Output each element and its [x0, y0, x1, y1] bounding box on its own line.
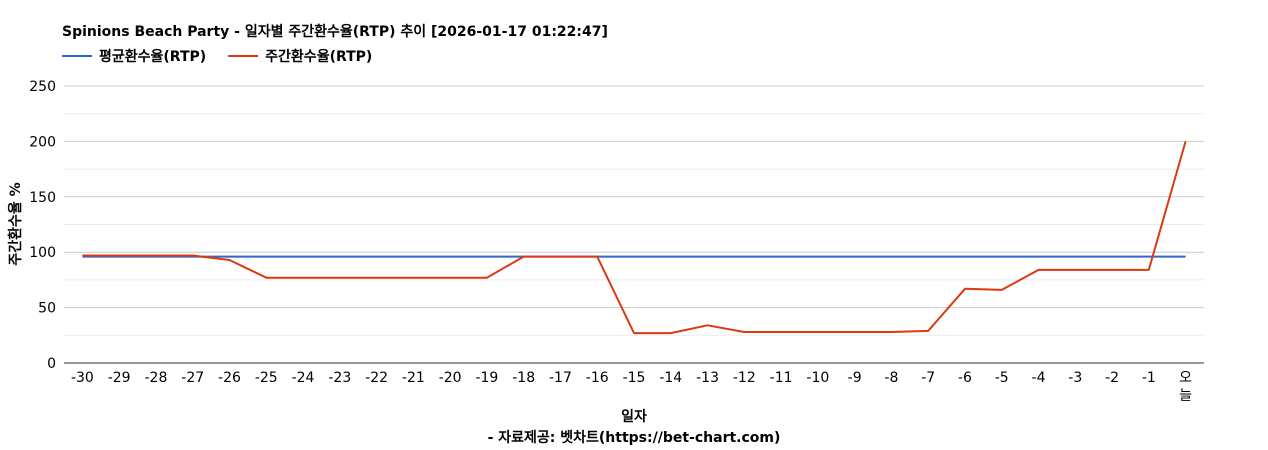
x-tick-label: -28 [144, 370, 167, 386]
x-tick-label: -23 [328, 370, 351, 386]
x-tick-label: -8 [884, 370, 898, 386]
x-tick-label: -14 [659, 370, 682, 386]
x-tick-label: -7 [921, 370, 935, 386]
x-tick-label: -26 [218, 370, 241, 386]
x-tick-label: -6 [958, 370, 972, 386]
x-tick-label: -19 [475, 370, 498, 386]
x-tick-label: -24 [292, 370, 315, 386]
x-tick-label: -30 [71, 370, 94, 386]
gridlines [64, 85, 1204, 364]
x-tick-label: -4 [1032, 370, 1046, 386]
y-tick-label: 0 [47, 356, 56, 372]
x-tick-label: -16 [586, 370, 609, 386]
y-tick-label: 200 [29, 134, 56, 150]
source-note: - 자료제공: 벳차트(https://bet-chart.com) [488, 429, 781, 446]
x-tick-label: -27 [181, 370, 204, 386]
x-tick-label: -29 [108, 370, 131, 386]
y-tick-label: 150 [29, 190, 56, 206]
x-tick-label: -17 [549, 370, 572, 386]
x-tick-label: -1 [1142, 370, 1156, 386]
legend-label: 주간환수율(RTP) [265, 48, 372, 65]
x-axis-title: 일자 [621, 409, 647, 425]
series-line-1 [82, 141, 1187, 335]
x-tick-label: -10 [806, 370, 829, 386]
y-axis-title: 주간환수율 % [7, 182, 24, 265]
y-tick-label: 250 [29, 79, 56, 95]
legend: 평균환수율(RTP) 주간환수율(RTP) [62, 48, 372, 65]
x-tick-label: -5 [995, 370, 1009, 386]
x-tick-label: -21 [402, 370, 425, 386]
chart-title: Spinions Beach Party - 일자별 주간환수율(RTP) 추이… [62, 23, 608, 40]
x-tick-label: -22 [365, 370, 388, 386]
x-tick-label: -11 [770, 370, 793, 386]
x-tick-label: -20 [439, 370, 462, 386]
x-tick-label: -25 [255, 370, 278, 386]
series-layer [82, 141, 1187, 335]
y-tick-label: 100 [29, 245, 56, 261]
x-tick-label: -9 [848, 370, 862, 386]
x-tick-label: -12 [733, 370, 756, 386]
x-tick-label: -2 [1105, 370, 1119, 386]
x-tick-label: -3 [1068, 370, 1082, 386]
legend-label: 평균환수율(RTP) [99, 48, 206, 65]
x-tick-label: -15 [623, 370, 646, 386]
y-axis-ticks: 0 50 100 150 200 250 [29, 79, 56, 372]
y-tick-label: 50 [38, 301, 56, 317]
x-axis-ticks: -30 -29 -28 -27 -26 -25 -24 -23 -22 -21 -20 -19 -18-… [71, 370, 1192, 404]
x-tick-label: -18 [512, 370, 535, 386]
x-tick-label: -13 [696, 370, 719, 386]
